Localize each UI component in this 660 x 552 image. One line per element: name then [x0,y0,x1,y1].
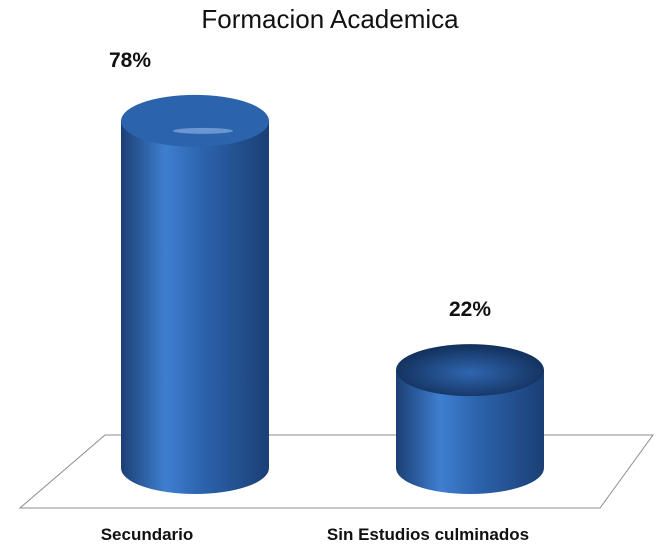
bar-highlight-1 [173,127,233,134]
bar-1 [121,94,269,495]
bar-top-1 [121,94,269,147]
category-label-2: Sin Estudios culminados [327,525,529,544]
bar-top-2 [396,344,544,397]
data-label-1: 78% [109,49,151,72]
bar-body-1 [121,120,269,495]
labels-layer: 78% Secundario 22% Sin Estudios culminados [101,49,529,544]
data-label-2: 22% [449,298,491,321]
chart-title: Formacion Academica [201,4,459,34]
bar-2 [396,344,544,494]
category-label-1: Secundario [101,525,194,544]
bar-body-2 [396,370,544,494]
chart-floor [18,434,654,509]
bars-layer [121,94,544,495]
